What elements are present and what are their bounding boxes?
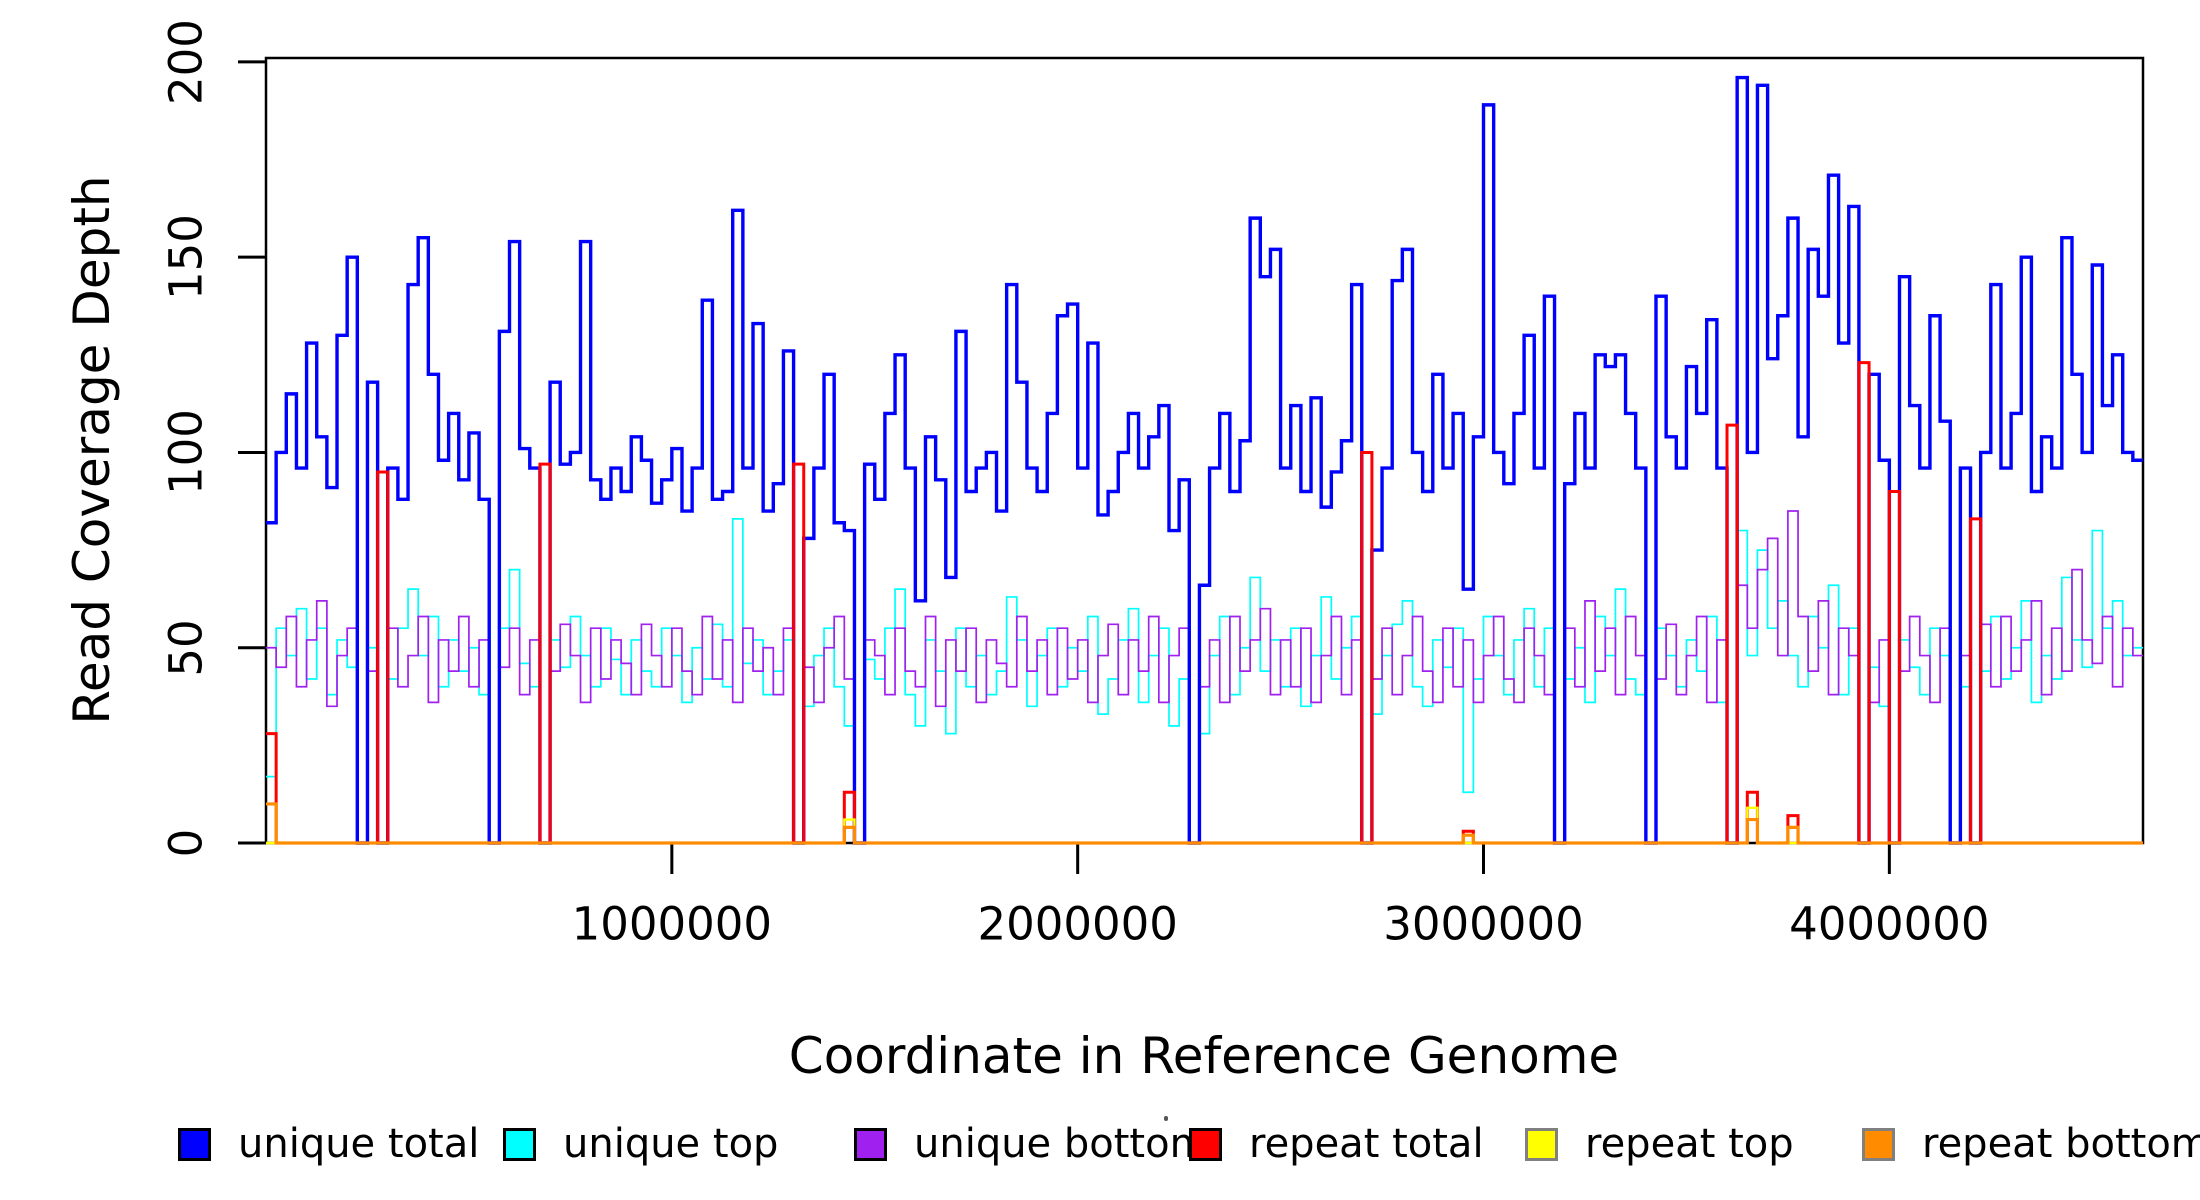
legend-swatch-repeat-bottom-icon xyxy=(1862,1127,1895,1161)
y-tick-label: 200 xyxy=(159,18,213,105)
x-axis-title: Coordinate in Reference Genome xyxy=(788,1027,1620,1085)
legend-label-unique-top: unique top xyxy=(563,1121,779,1167)
y-tick-label: 150 xyxy=(159,214,213,301)
legend-item-unique-total: unique total xyxy=(178,1121,480,1167)
series-unique-top xyxy=(266,518,2143,844)
legend: unique total unique top unique bottom re… xyxy=(0,1121,2200,1172)
legend-item-repeat-total: repeat total xyxy=(1189,1121,1484,1167)
series-repeat-total xyxy=(266,361,2143,845)
series-repeat-top xyxy=(266,806,2143,845)
y-tick-label: 0 xyxy=(159,828,213,858)
legend-swatch-unique-bottom-icon xyxy=(854,1127,887,1161)
series-unique-total xyxy=(266,75,2143,845)
x-tick-label: 1000000 xyxy=(571,897,773,951)
series-unique-bottom xyxy=(266,510,2143,844)
legend-swatch-unique-top-icon xyxy=(503,1127,536,1161)
legend-label-repeat-bottom: repeat bottom xyxy=(1922,1121,2200,1167)
plot-box xyxy=(264,56,2145,845)
legend-label-unique-total: unique total xyxy=(238,1121,480,1167)
legend-item-repeat-bottom: repeat bottom xyxy=(1862,1121,2200,1167)
series-repeat-bottom xyxy=(266,802,2143,845)
stray-dot xyxy=(1164,1116,1168,1121)
legend-label-repeat-top: repeat top xyxy=(1585,1121,1794,1167)
y-tick-label: 50 xyxy=(159,619,213,677)
x-tick-label: 4000000 xyxy=(1789,897,1990,951)
legend-label-repeat-total: repeat total xyxy=(1249,1121,1484,1167)
legend-label-unique-bottom: unique bottom xyxy=(914,1121,1209,1167)
legend-item-unique-bottom: unique bottom xyxy=(854,1121,1209,1167)
legend-swatch-unique-total-icon xyxy=(178,1127,211,1161)
legend-item-unique-top: unique top xyxy=(503,1121,779,1167)
legend-item-repeat-top: repeat top xyxy=(1525,1121,1794,1167)
legend-swatch-repeat-total-icon xyxy=(1189,1127,1222,1161)
legend-swatch-repeat-top-icon xyxy=(1525,1127,1558,1161)
x-tick-label: 2000000 xyxy=(977,897,1178,951)
y-tick-label: 100 xyxy=(159,409,213,496)
x-tick-label: 3000000 xyxy=(1383,897,1584,951)
y-axis-title: Read Coverage Depth xyxy=(63,175,121,725)
